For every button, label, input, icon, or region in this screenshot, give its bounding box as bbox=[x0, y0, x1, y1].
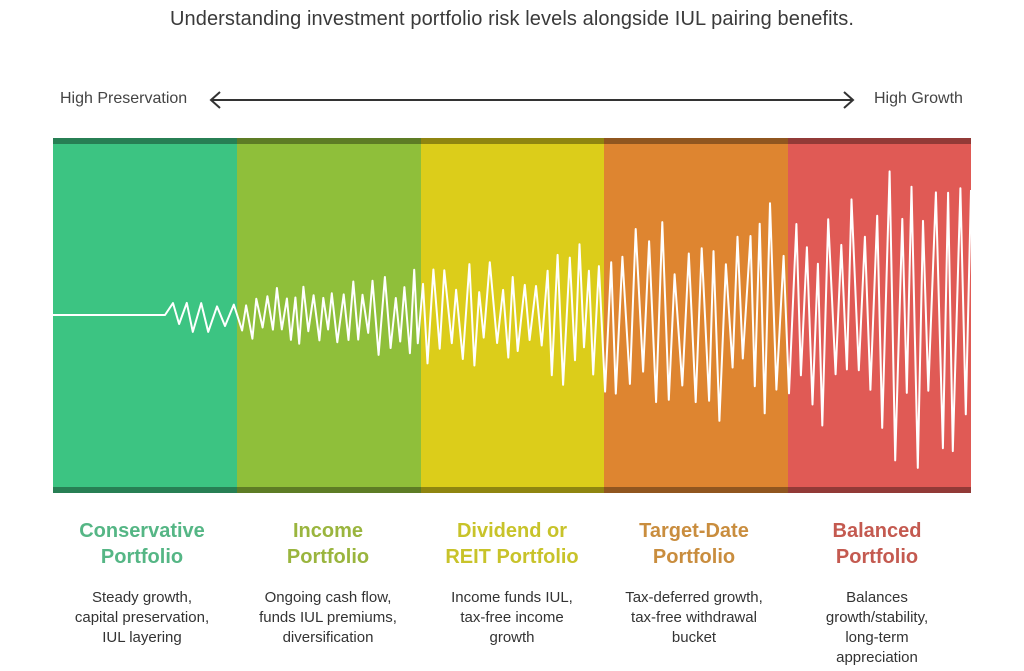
portfolio-dividend-reit: Dividend or REIT Portfolio Income funds … bbox=[420, 518, 604, 648]
portfolio-description: Steady growth, capital preservation, IUL… bbox=[50, 588, 234, 648]
band-edge bbox=[788, 138, 971, 144]
band-edge bbox=[237, 138, 421, 144]
portfolio-description: Ongoing cash flow, funds IUL premiums, d… bbox=[236, 588, 420, 648]
description-line: IUL layering bbox=[102, 629, 182, 646]
portfolio-conservative: Conservative Portfolio Steady growth, ca… bbox=[50, 518, 234, 648]
portfolio-title-line: Balanced bbox=[832, 520, 922, 542]
portfolio-title: Balanced Portfolio bbox=[785, 518, 969, 570]
description-line: Tax-deferred growth, bbox=[625, 589, 763, 606]
band-edge bbox=[421, 138, 604, 144]
band-edge bbox=[237, 487, 421, 493]
portfolio-title: Target-Date Portfolio bbox=[602, 518, 786, 570]
portfolio-target-date: Target-Date Portfolio Tax-deferred growt… bbox=[602, 518, 786, 648]
volatility-line bbox=[53, 170, 971, 469]
description-line: tax-free income bbox=[460, 609, 564, 626]
description-line: long-term bbox=[845, 629, 909, 646]
portfolio-title-line: Portfolio bbox=[286, 546, 370, 568]
portfolio-title-line: Dividend or bbox=[456, 520, 567, 542]
risk-spectrum bbox=[53, 138, 971, 493]
band-edge bbox=[53, 487, 237, 493]
portfolio-title-line: Income bbox=[292, 520, 364, 542]
description-line: capital preservation, bbox=[74, 609, 210, 626]
description-line: Ongoing cash flow, bbox=[264, 589, 392, 606]
description-line: Income funds IUL, bbox=[451, 589, 573, 606]
description-line: funds IUL premiums, bbox=[259, 609, 397, 626]
band-edge bbox=[788, 487, 971, 493]
description-line: growth/stability, bbox=[825, 609, 929, 626]
portfolio-income: Income Portfolio Ongoing cash flow, fund… bbox=[236, 518, 420, 648]
portfolio-title-line: REIT Portfolio bbox=[445, 546, 579, 568]
double-arrow-icon bbox=[209, 91, 855, 109]
portfolio-title-line: Target-Date bbox=[639, 520, 749, 542]
description-line: appreciation bbox=[836, 649, 918, 666]
portfolio-title: Dividend or REIT Portfolio bbox=[420, 518, 604, 570]
volatility-waveform bbox=[53, 170, 971, 469]
description-line: growth bbox=[489, 629, 535, 646]
band-edge bbox=[604, 487, 788, 493]
description-line: tax-free withdrawal bbox=[631, 609, 757, 626]
band-edge bbox=[604, 138, 788, 144]
description-line: diversification bbox=[282, 629, 374, 646]
portfolio-title-line: Portfolio bbox=[652, 546, 736, 568]
portfolio-title-line: Conservative bbox=[79, 520, 205, 542]
description-line: bucket bbox=[671, 629, 717, 646]
portfolio-description: Balances growth/stability, long-term app… bbox=[785, 588, 969, 668]
portfolio-title: Conservative Portfolio bbox=[50, 518, 234, 570]
description-line: Steady growth, bbox=[91, 589, 193, 606]
portfolio-title: Income Portfolio bbox=[236, 518, 420, 570]
band-edge bbox=[421, 487, 604, 493]
portfolio-title-line: Portfolio bbox=[835, 546, 919, 568]
portfolio-balanced: Balanced Portfolio Balances growth/stabi… bbox=[785, 518, 969, 668]
diagram-title: Understanding investment portfolio risk … bbox=[169, 8, 855, 30]
scale-left-label: High Preservation bbox=[60, 90, 188, 107]
description-line: Balances bbox=[846, 589, 908, 606]
portfolio-title-line: Portfolio bbox=[100, 546, 184, 568]
portfolio-description: Income funds IUL, tax-free income growth bbox=[420, 588, 604, 648]
portfolio-description: Tax-deferred growth, tax-free withdrawal… bbox=[602, 588, 786, 648]
scale-right-label: High Growth bbox=[874, 90, 963, 107]
band-edge bbox=[53, 138, 237, 144]
